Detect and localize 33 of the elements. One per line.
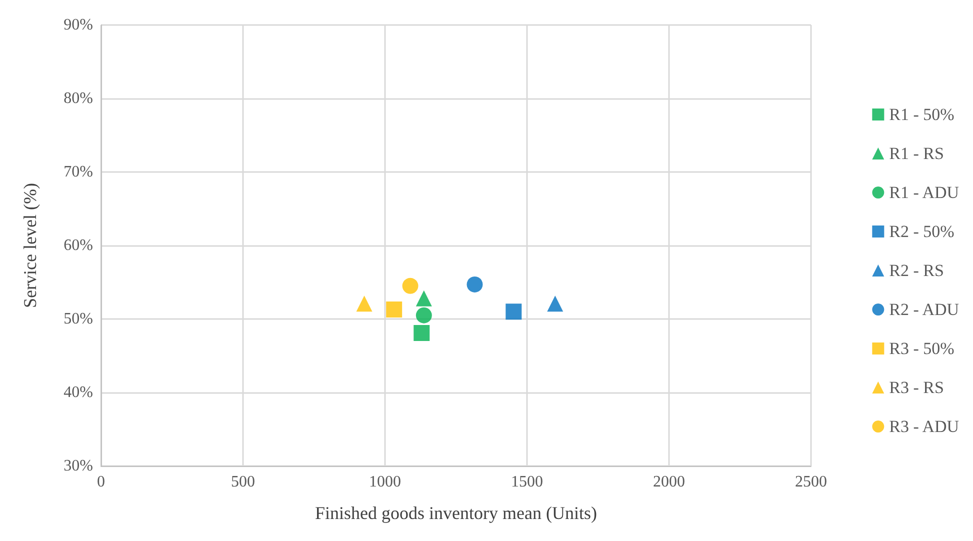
point bbox=[466, 276, 483, 292]
x-tick-label: 500 bbox=[231, 474, 255, 490]
legend-label: R1 - 50% bbox=[889, 105, 954, 124]
legend-label: R2 - RS bbox=[889, 261, 944, 280]
x-axis-title: Finished goods inventory mean (Units) bbox=[315, 503, 597, 523]
legend-label: R2 - ADU bbox=[889, 300, 960, 319]
legend-label: R3 - RS bbox=[889, 378, 944, 397]
legend-label: R2 - 50% bbox=[889, 222, 954, 241]
x-tick-label: 2500 bbox=[795, 474, 827, 490]
point bbox=[356, 296, 372, 312]
y-tick-label: 60% bbox=[64, 237, 93, 254]
point bbox=[416, 290, 432, 306]
point bbox=[386, 301, 402, 318]
point bbox=[402, 278, 418, 294]
y-tick-label: 30% bbox=[64, 458, 93, 474]
y-axis-title: Service level (%) bbox=[20, 183, 40, 308]
x-tick-label: 2000 bbox=[653, 474, 685, 490]
y-tick-label: 50% bbox=[64, 310, 93, 328]
legend-label: R1 - ADU bbox=[889, 183, 960, 202]
y-tick-label: 80% bbox=[64, 90, 93, 107]
point bbox=[414, 324, 430, 341]
legend-label: R3 - 50% bbox=[889, 339, 954, 358]
x-tick-label: 1000 bbox=[369, 474, 401, 490]
x-tick-label: 1500 bbox=[511, 474, 543, 490]
y-tick-label: 90% bbox=[64, 16, 93, 34]
legend-label: R1 - RS bbox=[889, 144, 944, 163]
point bbox=[547, 296, 564, 312]
point bbox=[416, 307, 432, 324]
legend-label: R3 - ADU bbox=[889, 417, 960, 436]
y-tick-label: 70% bbox=[64, 164, 93, 180]
point bbox=[506, 304, 522, 320]
x-tick-label: 0 bbox=[97, 474, 105, 490]
y-tick-label: 40% bbox=[64, 384, 93, 401]
